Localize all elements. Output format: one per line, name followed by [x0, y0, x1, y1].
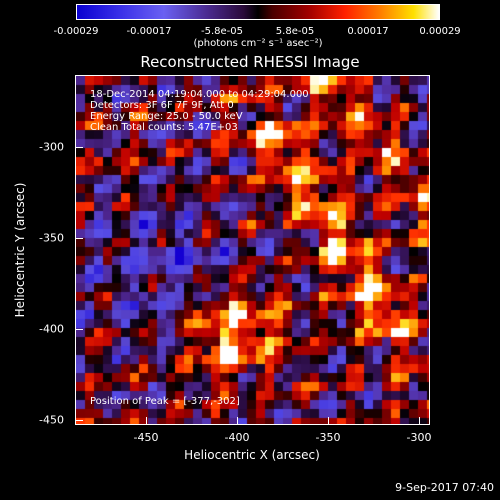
- y-tick-label: -300: [39, 140, 64, 154]
- y-tick-mark: [75, 238, 83, 239]
- x-tick-mark: [328, 417, 329, 425]
- y-tick-label: -450: [39, 413, 64, 427]
- colorbar-tick: 0.00029: [419, 26, 461, 37]
- y-tick-mark: [75, 329, 83, 330]
- y-tick-mark: [75, 420, 83, 421]
- colorbar-tick: -0.00017: [126, 26, 172, 37]
- y-axis-label: Heliocentric Y (arcsec): [13, 182, 27, 318]
- detectors-label: Detectors: 3F 6F 7F 9F, Att 0: [90, 100, 234, 111]
- image-title: Reconstructed RHESSI Image: [140, 53, 360, 71]
- x-axis-label: Heliocentric X (arcsec): [184, 448, 320, 462]
- colorbar-tick: 0.00017: [347, 26, 389, 37]
- image-plot: 18-Dec-2014 04:19:04.000 to 04:29:04.000…: [75, 75, 430, 425]
- hxr-image-map: [76, 76, 429, 424]
- x-tick-label: -450: [133, 431, 159, 444]
- peak-position-label: Position of Peak = [-377,-302]: [90, 396, 240, 407]
- x-tick-mark: [237, 417, 238, 425]
- energy-range-label: Energy Range: 25.0 - 50.0 keV: [90, 111, 243, 122]
- x-tick-label: -350: [315, 431, 341, 444]
- x-tick-label: -400: [224, 431, 250, 444]
- y-tick-label: -350: [39, 231, 64, 245]
- colorbar: [76, 4, 440, 20]
- colorbar-tick: 5.8e-05: [275, 26, 315, 37]
- time-range-label: 18-Dec-2014 04:19:04.000 to 04:29:04.000: [90, 89, 309, 100]
- colorbar-tick: -5.8e-05: [201, 26, 243, 37]
- x-tick-mark: [419, 417, 420, 425]
- x-tick-label: -300: [406, 431, 432, 444]
- colorbar-units: (photons cm⁻² s⁻¹ asec⁻²): [193, 38, 323, 49]
- colorbar-tick: -0.00029: [53, 26, 99, 37]
- y-tick-mark: [75, 147, 83, 148]
- y-tick-label: -400: [39, 322, 64, 336]
- clean-counts-label: Clean Total counts: 5.47E+03: [90, 122, 238, 133]
- x-tick-mark: [146, 417, 147, 425]
- timestamp-footer: 9-Sep-2017 07:40: [395, 481, 494, 494]
